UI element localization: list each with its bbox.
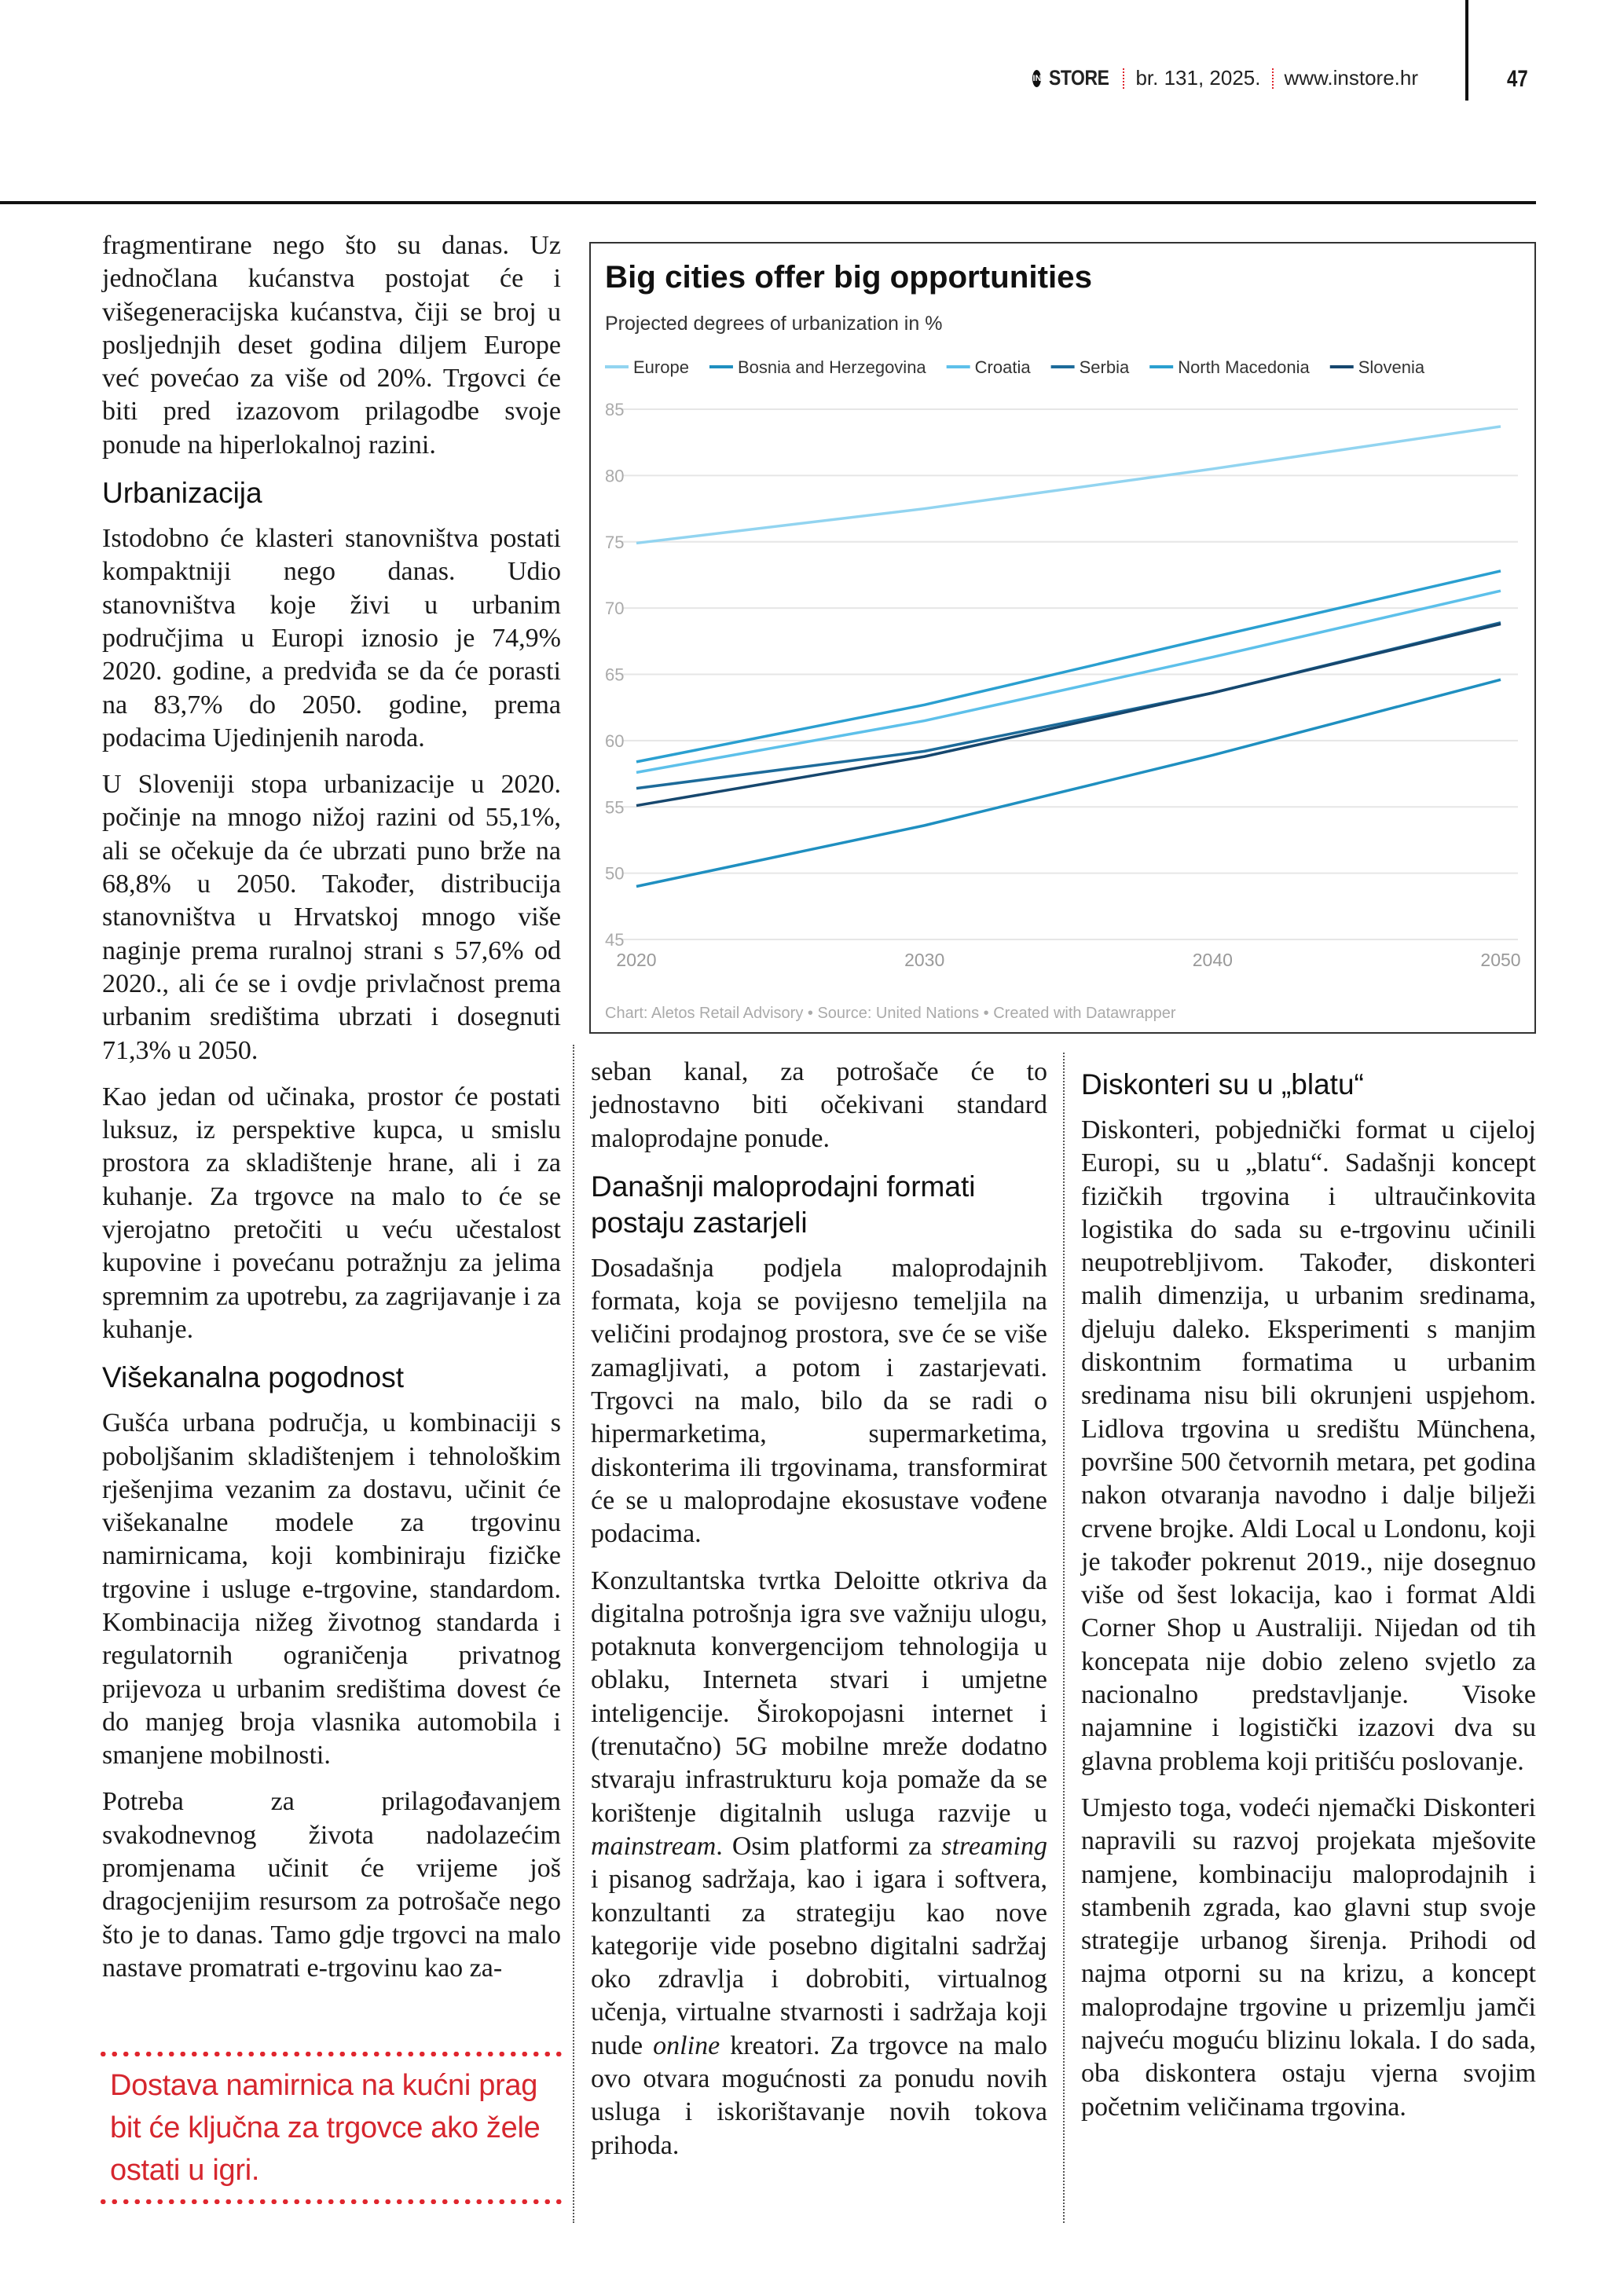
text-segment: . Osim platformi za xyxy=(716,1831,942,1861)
legend-entry: Croatia xyxy=(975,357,1032,377)
section-heading: Diskonteri su u „blatu“ xyxy=(1081,1068,1364,1100)
italic-term: online xyxy=(653,2031,720,2060)
divider xyxy=(1271,68,1274,89)
paragraph: Potreba za prilagođavanjem svakodnevnog … xyxy=(102,1787,561,1983)
series-line-slovenia xyxy=(636,622,1501,807)
column-1: fragmentirane nego što su danas. Uz jedn… xyxy=(102,229,561,1998)
logo-text: STORE xyxy=(1049,66,1109,90)
y-tick-label: 55 xyxy=(605,797,624,817)
section-heading: Urbanizacija xyxy=(102,477,262,510)
chart-subtitle: Projected degrees of urbanization in % xyxy=(605,313,942,335)
logo-mark: IN xyxy=(1032,69,1042,87)
chart: Big cities offer big opportunities Projec… xyxy=(589,242,1536,1034)
y-tick-label: 65 xyxy=(605,665,624,685)
legend-entry: Bosnia and Herzegovina xyxy=(738,357,926,377)
column-2: seban kanal, za potrošače će to jednosta… xyxy=(591,1056,1047,2176)
line-chart: Big cities offer big opportunities Projec… xyxy=(605,260,1521,1022)
column-divider xyxy=(1063,1053,1065,2223)
paragraph: U Sloveniji stopa urbanizacije u 2020. p… xyxy=(102,770,561,1065)
x-tick-label: 2040 xyxy=(1193,950,1233,970)
paragraph: fragmentirane nego što su danas. Uz jedn… xyxy=(102,231,561,460)
column-divider xyxy=(573,1045,574,2223)
text-segment: Konzultantska tvrtka Deloitte otkriva da… xyxy=(591,1565,1047,1828)
paragraph: Konzultantska tvrtka Deloitte otkriva da… xyxy=(591,1565,1047,2162)
legend-entry: Serbia xyxy=(1080,357,1130,377)
header-vertical-rule xyxy=(1465,0,1468,101)
series-line-north-macedonia xyxy=(636,569,1501,764)
dotted-rule xyxy=(97,2199,563,2204)
paragraph: Diskonteri, pobjednički format u cijeloj… xyxy=(1081,1115,1536,1776)
legend-entry: North Macedonia xyxy=(1178,357,1310,377)
header-rule xyxy=(0,201,1536,204)
website: www.instore.hr xyxy=(1284,66,1419,90)
column-3: Diskonteri su u „blatu“ Diskonteri, pobj… xyxy=(1081,1056,1536,2137)
y-tick-label: 45 xyxy=(605,930,624,950)
series-line-bosnia-and-herzegovina xyxy=(636,678,1501,888)
x-tick-label: 2050 xyxy=(1480,950,1520,970)
x-tick-label: 2020 xyxy=(616,950,656,970)
chart-title: Big cities offer big opportunities xyxy=(605,260,1092,295)
text-segment: kreatori. Za trgovce na malo ovo otvara … xyxy=(591,2031,1047,2160)
legend-entry: Slovenia xyxy=(1358,357,1425,377)
section-heading: Višekanalna pogodnost xyxy=(102,1361,405,1394)
series-line-serbia xyxy=(636,621,1501,790)
series-line-europe xyxy=(636,425,1501,545)
issue-info: br. 131, 2025. xyxy=(1135,66,1261,90)
y-tick-label: 80 xyxy=(605,466,624,485)
paragraph: Istodobno će klasteri stanovništva posta… xyxy=(102,524,561,753)
dotted-rule xyxy=(97,2052,563,2056)
pull-quote-text: Dostava namirnica na kućni prag bit će k… xyxy=(110,2069,541,2187)
paragraph: Umjesto toga, vodeći njemački Diskonteri… xyxy=(1081,1792,1536,2122)
text-segment: i pisanog sadržaja, kao i igara i softve… xyxy=(591,1865,1047,2060)
series-line-croatia xyxy=(636,589,1501,774)
pull-quote: Dostava namirnica na kućni prag bit će k… xyxy=(97,2052,563,2217)
section-heading: Današnji maloprodajni formati postaju za… xyxy=(591,1170,976,1239)
x-tick-label: 2030 xyxy=(904,950,944,970)
y-tick-label: 85 xyxy=(605,400,624,419)
paragraph: Gušća urbana područja, u kombinaciji s p… xyxy=(102,1408,561,1771)
italic-term: streaming xyxy=(941,1831,1047,1861)
paragraph: Dosadašnja podjela maloprodajnih formata… xyxy=(591,1253,1047,1549)
chart-footer: Chart: Aletos Retail Advisory • Source: … xyxy=(605,1005,1176,1022)
y-tick-label: 50 xyxy=(605,864,624,884)
y-tick-label: 75 xyxy=(605,533,624,552)
italic-term: mainstream xyxy=(591,1831,717,1861)
paragraph: seban kanal, za potrošače će to jednosta… xyxy=(591,1057,1047,1153)
legend-entry: Europe xyxy=(633,357,689,377)
running-header: IN STORE br. 131, 2025. www.instore.hr xyxy=(1032,66,1419,90)
page-number: 47 xyxy=(1507,66,1528,92)
divider xyxy=(1123,68,1125,89)
y-tick-label: 70 xyxy=(605,599,624,618)
y-tick-label: 60 xyxy=(605,731,624,751)
paragraph: Kao jedan od učinaka, prostor će postati… xyxy=(102,1082,561,1344)
